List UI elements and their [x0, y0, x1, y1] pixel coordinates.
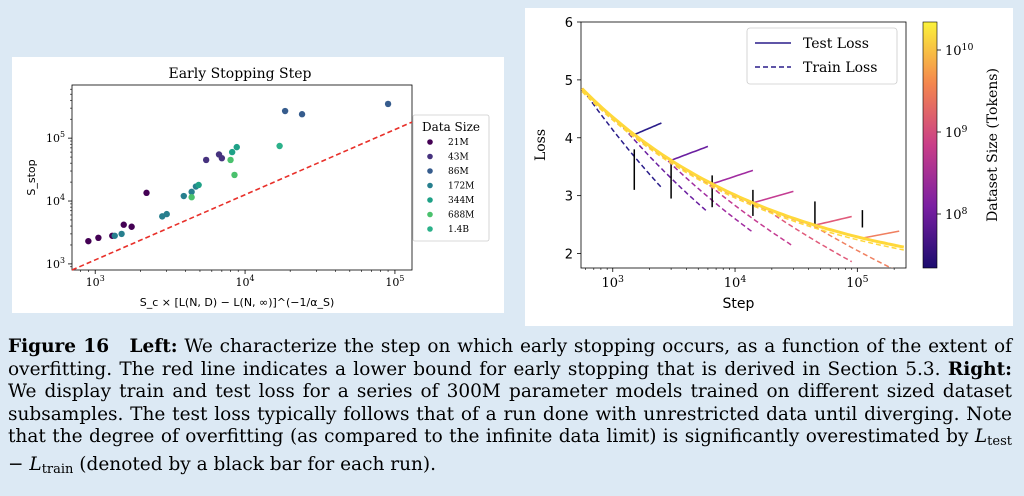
early-stopping-chart: 103 104 105 103 104 105 Early Stopping Step S_c… [25, 66, 490, 309]
data-point [218, 154, 226, 162]
x-tick-label: 105 [385, 274, 404, 289]
train-loss-line [581, 89, 893, 268]
y-tick-label: 6 [565, 16, 573, 31]
y-tick-label: 3 [565, 190, 573, 205]
legend-box [412, 114, 490, 242]
figure-caption: Figure 16 Left: We characterize the step… [8, 336, 1012, 477]
train-loss-line [581, 89, 853, 263]
y-axis-label: Loss [533, 129, 549, 161]
data-point [163, 210, 170, 218]
train-loss-line [581, 90, 904, 251]
colorbar-tick-label: 108 [945, 206, 968, 223]
plot-area [581, 87, 905, 268]
data-point [120, 221, 127, 228]
y-tick-label: 105 [46, 130, 65, 145]
plot-frame [580, 21, 907, 269]
colorbar-label: Dataset Size (Tokens) [985, 68, 1001, 222]
legend-label: 344M [448, 196, 474, 206]
test-loss-line [581, 88, 662, 136]
loss-vs-step-chart: 103 104 105 2 3 4 5 6 Step Loss Test Loss Train Los… [533, 16, 1001, 312]
legend-marker [427, 182, 433, 189]
legend-label: 86M [448, 167, 469, 177]
x-axis-label: S_c × [L(N, D) − L(N, ∞)]^(−1/α_S) [140, 296, 335, 309]
data-point [276, 142, 283, 150]
data-point [111, 232, 118, 239]
chart-title: Early Stopping Step [168, 66, 311, 82]
train-loss-line [581, 89, 794, 247]
data-point [202, 156, 210, 164]
colorbar-tick-label: 1010 [945, 42, 973, 59]
data-point [195, 181, 202, 189]
legend-label: 43M [448, 153, 469, 163]
data-point [228, 148, 236, 156]
lower-bound-line [71, 121, 413, 271]
train-loss-line [581, 89, 754, 233]
x-tick-label: 103 [602, 274, 625, 291]
train-loss-line [581, 89, 662, 189]
data-point [298, 111, 306, 118]
test-loss-line [581, 88, 709, 161]
data-point [281, 107, 289, 115]
colorbar [922, 21, 938, 269]
test-loss-line [581, 88, 794, 204]
data-point [128, 223, 135, 230]
legend-title: Data Size [422, 120, 480, 134]
x-tick-label: 105 [846, 274, 869, 291]
data-point [143, 189, 150, 197]
test-loss-line [581, 87, 905, 249]
x-axis-label: Step [723, 296, 755, 312]
colorbar-tick-label: 109 [945, 124, 968, 141]
legend-test-label: Test Loss [803, 36, 869, 52]
legend: Test Loss Train Loss [746, 27, 898, 85]
y-tick-label: 104 [46, 193, 65, 208]
legend-marker [427, 211, 433, 218]
legend-box [746, 27, 898, 85]
y-tick-label: 2 [565, 248, 573, 263]
y-tick-label: 5 [565, 74, 573, 89]
data-point [233, 143, 240, 151]
test-loss-line [581, 88, 900, 239]
right-chart-panel: 103 104 105 2 3 4 5 6 Step Loss Test Loss Train Los… [525, 8, 1013, 326]
data-point [231, 171, 238, 179]
legend: Data Size 21M 43M 86M 172M 344M 688M 1.4B [412, 114, 490, 242]
legend-marker [427, 197, 433, 203]
legend-marker [427, 226, 433, 232]
legend-marker [427, 139, 433, 145]
x-tick-label: 103 [86, 274, 105, 289]
y-axis-label: S_stop [25, 159, 38, 195]
data-point [188, 194, 195, 201]
y-tick-label: 4 [565, 132, 573, 147]
legend-train-label: Train Loss [803, 60, 877, 76]
data-point [188, 188, 195, 196]
legend-marker [427, 153, 433, 160]
legend-label: 1.4B [448, 225, 469, 235]
data-point [384, 100, 392, 108]
legend-label: 688M [448, 211, 474, 221]
legend-label: 21M [448, 138, 469, 148]
data-point [85, 237, 92, 245]
data-point [95, 234, 102, 242]
data-point [227, 156, 234, 164]
legend-label: 172M [448, 182, 474, 192]
x-tick-label: 104 [724, 274, 747, 291]
data-point [118, 230, 125, 238]
y-tick-label: 103 [46, 256, 65, 271]
data-point [180, 192, 187, 200]
plot-frame [71, 84, 413, 271]
test-loss-line [581, 88, 754, 185]
x-tick-label: 104 [236, 274, 255, 289]
legend-marker [427, 168, 433, 174]
left-chart-panel: 103 104 105 103 104 105 Early Stopping Step S_c… [12, 57, 504, 313]
